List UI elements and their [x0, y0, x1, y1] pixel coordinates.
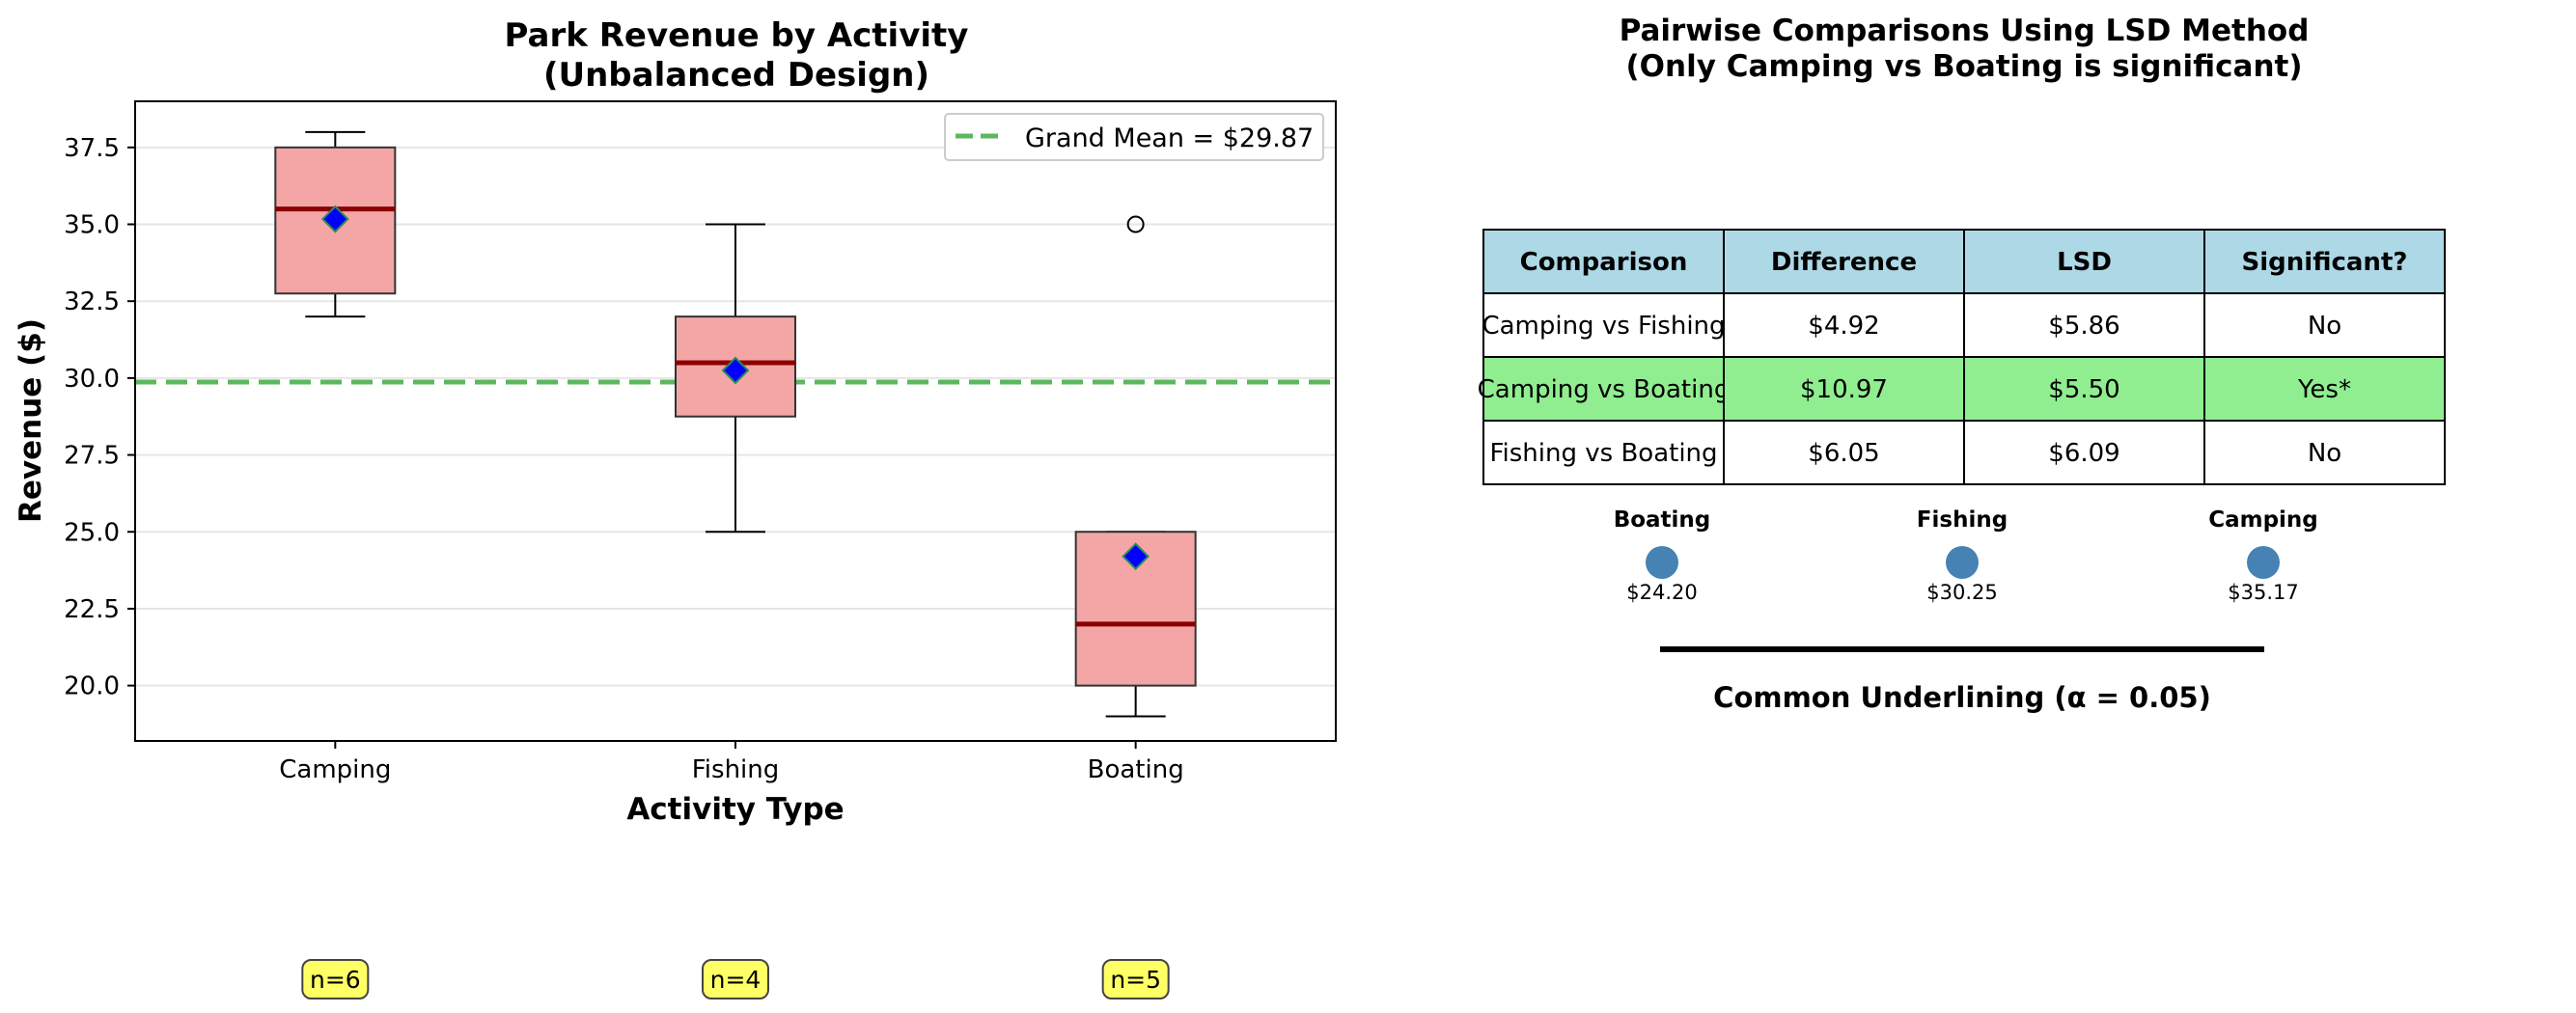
sample-size-badge: n=4 — [702, 959, 769, 999]
mean-point-value: $35.17 — [2228, 581, 2298, 604]
badge-box — [702, 959, 769, 999]
y-tick-label: 25.0 — [64, 518, 120, 547]
table-cell-value: No — [2308, 439, 2341, 468]
mean-marker — [721, 356, 750, 385]
table-title: Pairwise Comparisons Using LSD Method — [1620, 14, 2310, 48]
y-tick-label: 30.0 — [64, 365, 120, 394]
table-cell — [1723, 420, 1965, 485]
header-cell-label: Comparison — [1520, 248, 1688, 277]
legend: Grand Mean = $29.87 — [944, 113, 1324, 161]
badge-label: n=5 — [1110, 966, 1161, 994]
mean-point-value: $24.20 — [1626, 581, 1697, 604]
x-tick-label: Camping — [279, 755, 391, 784]
header-cell-label: Significant? — [2242, 248, 2408, 277]
box-camping — [274, 130, 397, 318]
table-cell-value: Yes* — [2297, 375, 2351, 404]
y-axis-label: Revenue ($) — [14, 318, 48, 523]
y-tick-label: 37.5 — [64, 134, 120, 163]
boxes — [274, 130, 1197, 718]
badge-label: n=6 — [310, 966, 361, 994]
table-cell-value: $6.05 — [1808, 439, 1879, 468]
plot-area-frame — [134, 100, 1337, 742]
header-cell — [1723, 229, 1965, 294]
box-boating — [1074, 215, 1197, 718]
table-row: Camping vs Fishing $4.92 $5.86 No — [1482, 292, 2446, 358]
mean-point-value: $30.25 — [1926, 581, 1997, 604]
table-cell-value: $5.50 — [2048, 375, 2119, 404]
y-tick-label: 32.5 — [64, 287, 120, 316]
table-cell-value: $4.92 — [1808, 312, 1879, 341]
sample-size-badge: n=5 — [1101, 959, 1170, 999]
table-cell — [1482, 420, 1725, 485]
table-cell-value: No — [2308, 312, 2341, 341]
table-cell-value: $6.09 — [2048, 439, 2119, 468]
x-tick-label: Fishing — [692, 755, 780, 784]
legend-box — [944, 113, 1324, 161]
mean-point-name: Camping — [2208, 507, 2318, 533]
mean-point-fishing: Fishing $30.25 — [1917, 507, 2008, 604]
mean-point-dot — [2247, 546, 2280, 579]
legend-grand-mean-label: Grand Mean = $29.87 — [1025, 123, 1314, 153]
outlier-point — [1126, 215, 1145, 233]
boxplot-title: Park Revenue by Activity — [505, 16, 969, 55]
y-tick-label: 35.0 — [64, 211, 120, 240]
underline-caption: Common Underlining (α = 0.05) — [1713, 681, 2211, 714]
header-cell — [1963, 229, 2205, 294]
group-means-plot: Boating $24.20 Fishing $30.25 Camping $35.17 — [1614, 507, 2318, 604]
mean-point-dot — [1646, 546, 1678, 579]
mean-point-camping: Camping $35.17 — [2208, 507, 2318, 604]
badge-box — [301, 959, 370, 999]
x-tick-label: Boating — [1088, 755, 1184, 784]
table-cell — [2203, 420, 2446, 485]
sample-size-badges: n=6 n=4 n=5 — [301, 959, 1170, 999]
table-cell — [1963, 420, 2205, 485]
y-tick-label: 27.5 — [64, 442, 120, 471]
mean-point-boating: Boating $24.20 — [1614, 507, 1711, 604]
comparison-panel: Pairwise Comparisons Using LSD Method (O… — [1478, 14, 2446, 714]
y-tick-label: 22.5 — [64, 595, 120, 624]
table-row: Camping vs Boating $10.97 $5.50 Yes* — [1478, 356, 2446, 422]
table-cell — [2203, 356, 2446, 422]
mean-marker — [1122, 542, 1150, 571]
table-cell-value: Camping vs Fishing — [1482, 312, 1725, 341]
table-cell-value: $5.86 — [2048, 312, 2119, 341]
boxplot-subtitle: (Unbalanced Design) — [543, 56, 929, 95]
header-cell-label: LSD — [2057, 248, 2112, 277]
table-cell — [1963, 356, 2205, 422]
badge-box — [1101, 959, 1170, 999]
y-tick-label: 20.0 — [64, 672, 120, 701]
mean-marker — [320, 205, 349, 233]
lsd-comparison-table: Comparison Difference LSD Significant? Campi… — [1478, 229, 2446, 485]
mean-point-name: Fishing — [1917, 507, 2008, 533]
x-axis-ticks: Camping Fishing Boating — [279, 741, 1184, 784]
table-cell — [2203, 292, 2446, 358]
table-header-row: Comparison Difference LSD Significant? — [1482, 229, 2446, 294]
table-cell — [1723, 356, 1965, 422]
badge-label: n=4 — [710, 966, 762, 994]
x-axis-label: Activity Type — [626, 792, 844, 827]
table-cell-value: Camping vs Boating — [1478, 375, 1731, 404]
boxplot-panel: Park Revenue by Activity (Unbalanced Des… — [14, 16, 1337, 999]
mean-point-dot — [1946, 546, 1979, 579]
table-row: Fishing vs Boating $6.05 $6.09 No — [1482, 420, 2446, 485]
table-cell-value: $10.97 — [1800, 375, 1888, 404]
table-subtitle: (Only Camping vs Boating is significant) — [1625, 49, 2302, 84]
sample-size-badge: n=6 — [301, 959, 370, 999]
mean-point-name: Boating — [1614, 507, 1711, 533]
box-fishing — [675, 223, 796, 534]
table-cell-value: Fishing vs Boating — [1489, 439, 1717, 468]
y-axis-ticks: 20.0 22.5 25.0 27.5 30.0 32.5 35.0 37.5 — [64, 134, 135, 701]
header-cell-label: Difference — [1771, 248, 1917, 277]
